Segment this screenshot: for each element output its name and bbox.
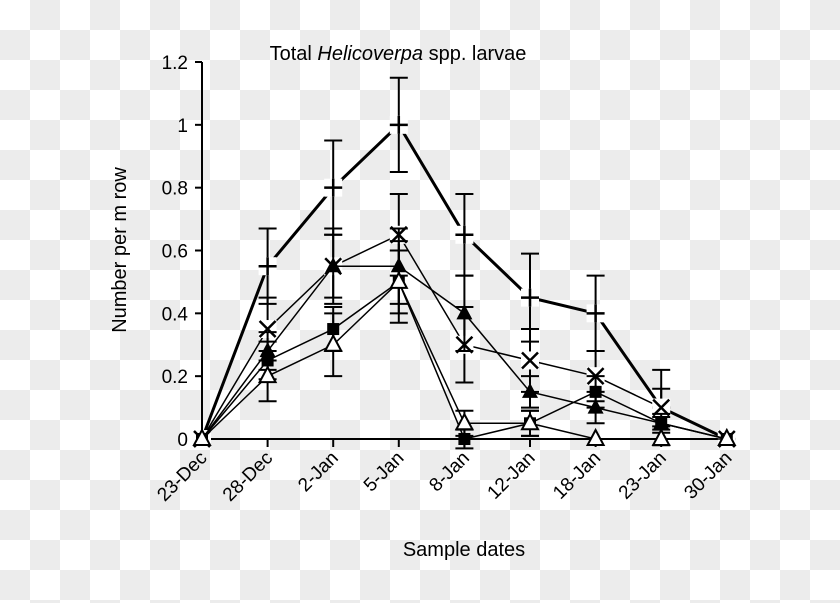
y-tick-label: 1 (177, 116, 188, 137)
data-point-plus (521, 288, 539, 307)
x-axis-label: Sample dates (403, 539, 525, 561)
x-tick-label: 23-Jan (615, 448, 671, 504)
data-point-open-triangle (257, 365, 278, 384)
data-point-plus (324, 178, 343, 197)
data-point-open-triangle (585, 427, 606, 446)
data-point-filled-triangle (456, 304, 473, 320)
data-point-x (258, 320, 277, 338)
data-point-plus (389, 115, 408, 134)
data-point-open-triangle (651, 427, 671, 446)
data-point-open-triangle (717, 427, 737, 446)
y-axis-label: Number per m row (109, 167, 131, 333)
data-point-plus (455, 225, 474, 244)
data-point-x (521, 351, 539, 370)
data-point-plus (586, 304, 605, 323)
x-tick-label: 18-Jan (549, 448, 605, 504)
series-plus (193, 76, 736, 448)
y-tick-label: 0.8 (162, 179, 188, 200)
data-point-filled-triangle (325, 257, 342, 273)
y-tick-label: 0.2 (162, 367, 188, 388)
data-point-open-triangle (389, 270, 409, 289)
data-point-filled-square (589, 385, 602, 398)
y-tick-label: 0.4 (162, 304, 189, 325)
x-tick-label: 2-Jan (294, 448, 342, 496)
x-tick-label: 5-Jan (360, 448, 408, 496)
data-point-open-triangle (323, 333, 343, 352)
data-point-open-triangle (454, 412, 475, 431)
data-point-open-triangle (520, 412, 540, 431)
x-tick-label: 28-Dec (219, 448, 277, 506)
x-tick-label: 30-Jan (680, 448, 736, 504)
data-point-open-triangle (192, 427, 212, 446)
x-tick-label: 8-Jan (425, 448, 473, 496)
data-point-plus (258, 257, 277, 276)
data-point-filled-triangle (522, 382, 538, 398)
y-tick-label: 0 (177, 430, 188, 451)
y-tick-label: 0.6 (162, 242, 188, 263)
series-open-triangle (192, 240, 737, 446)
chart-title: Total Helicoverpa spp. larvae (270, 43, 527, 65)
y-tick-label: 1.2 (162, 53, 188, 74)
x-tick-label: 12-Jan (484, 448, 540, 504)
x-tick-label: 23-Dec (153, 448, 211, 506)
data-point-filled-square (655, 417, 668, 430)
